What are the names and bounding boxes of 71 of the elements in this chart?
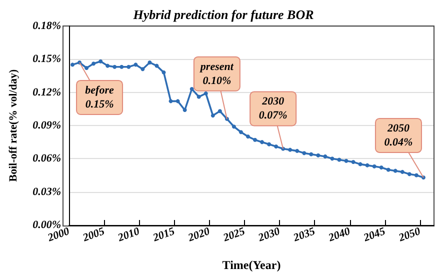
point [190, 87, 194, 92]
point [267, 142, 272, 146]
point [302, 151, 306, 156]
y-tick-label: 0.12% [32, 86, 61, 98]
x-axis-title: Time(Year) [222, 258, 281, 272]
point [316, 153, 320, 158]
point [162, 70, 166, 74]
annotation: before 0.15% [85, 84, 114, 110]
point [120, 64, 124, 69]
x-tick-label: 2010 [116, 225, 142, 244]
point [98, 59, 103, 64]
point [204, 91, 208, 96]
x-tick-label: 2035 [291, 225, 318, 244]
point [70, 62, 75, 67]
point [246, 134, 250, 139]
x-tick-label: 2030 [256, 225, 282, 244]
point [148, 60, 152, 64]
y-tick-label: 0.09% [32, 120, 61, 132]
point [232, 124, 236, 129]
point [218, 109, 222, 114]
point [351, 160, 356, 164]
point [323, 154, 328, 158]
annotation: 2030 0.07% [258, 96, 288, 122]
point [260, 140, 264, 144]
point [92, 62, 96, 66]
point [344, 158, 348, 163]
point [337, 158, 342, 162]
point [393, 168, 398, 173]
x-tick-label: 2020 [186, 225, 212, 244]
point [400, 170, 404, 174]
point [253, 138, 258, 142]
point [407, 172, 412, 176]
x-tick-label: 2015 [150, 225, 177, 244]
point [176, 99, 180, 104]
x-tick-label: 2005 [80, 225, 107, 244]
point [386, 168, 390, 172]
y-tick-label: 0.00% [32, 219, 61, 231]
x-tick-label: 2045 [361, 225, 388, 244]
point [196, 94, 201, 99]
point [379, 166, 384, 170]
point [210, 114, 215, 118]
point [330, 156, 334, 161]
y-axis-title: Boil-off rate(% vol/day) [8, 68, 20, 182]
point [372, 164, 376, 168]
y-tick-label: 0.03% [32, 186, 61, 198]
point [274, 144, 278, 149]
point [295, 148, 300, 153]
x-tick-label: 2040 [326, 225, 352, 244]
x-tick-label: 2050 [396, 225, 422, 244]
annotation: 2050 0.04% [384, 122, 413, 148]
y-tick-label: 0.15% [32, 53, 61, 66]
point [126, 64, 131, 69]
point [154, 64, 159, 68]
point [106, 64, 110, 68]
point [182, 108, 187, 112]
point [365, 163, 370, 168]
point [288, 148, 292, 152]
point [112, 64, 117, 69]
chart-title: Hybrid prediction for future BOR [132, 7, 314, 22]
point [140, 67, 145, 72]
point [134, 62, 138, 67]
y-tick-label: 0.06% [32, 152, 61, 165]
point [358, 162, 362, 166]
annotation: present 0.10% [199, 60, 234, 87]
point [414, 173, 418, 178]
x-tick-label: 2025 [220, 225, 247, 244]
point [309, 152, 314, 156]
point [84, 66, 89, 70]
point [238, 130, 243, 134]
y-tick-label: 0.18% [32, 20, 61, 32]
point [168, 99, 173, 104]
